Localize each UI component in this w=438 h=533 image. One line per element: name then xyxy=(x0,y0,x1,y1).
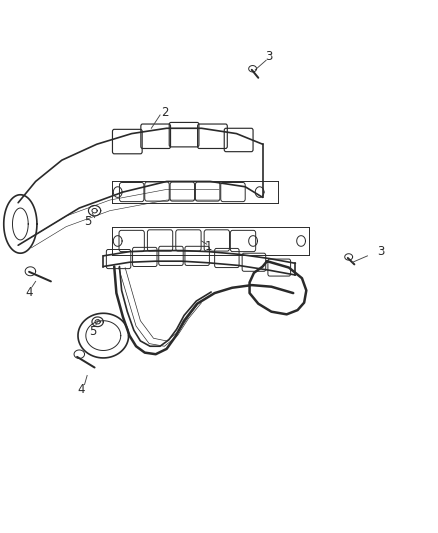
Text: 3: 3 xyxy=(265,50,273,63)
Text: 5: 5 xyxy=(89,325,96,338)
Text: 3: 3 xyxy=(377,245,384,258)
Text: 4: 4 xyxy=(25,286,33,298)
Text: 1: 1 xyxy=(205,240,212,253)
Text: 5: 5 xyxy=(85,215,92,228)
Text: 2: 2 xyxy=(161,106,168,119)
Text: 4: 4 xyxy=(78,383,85,397)
